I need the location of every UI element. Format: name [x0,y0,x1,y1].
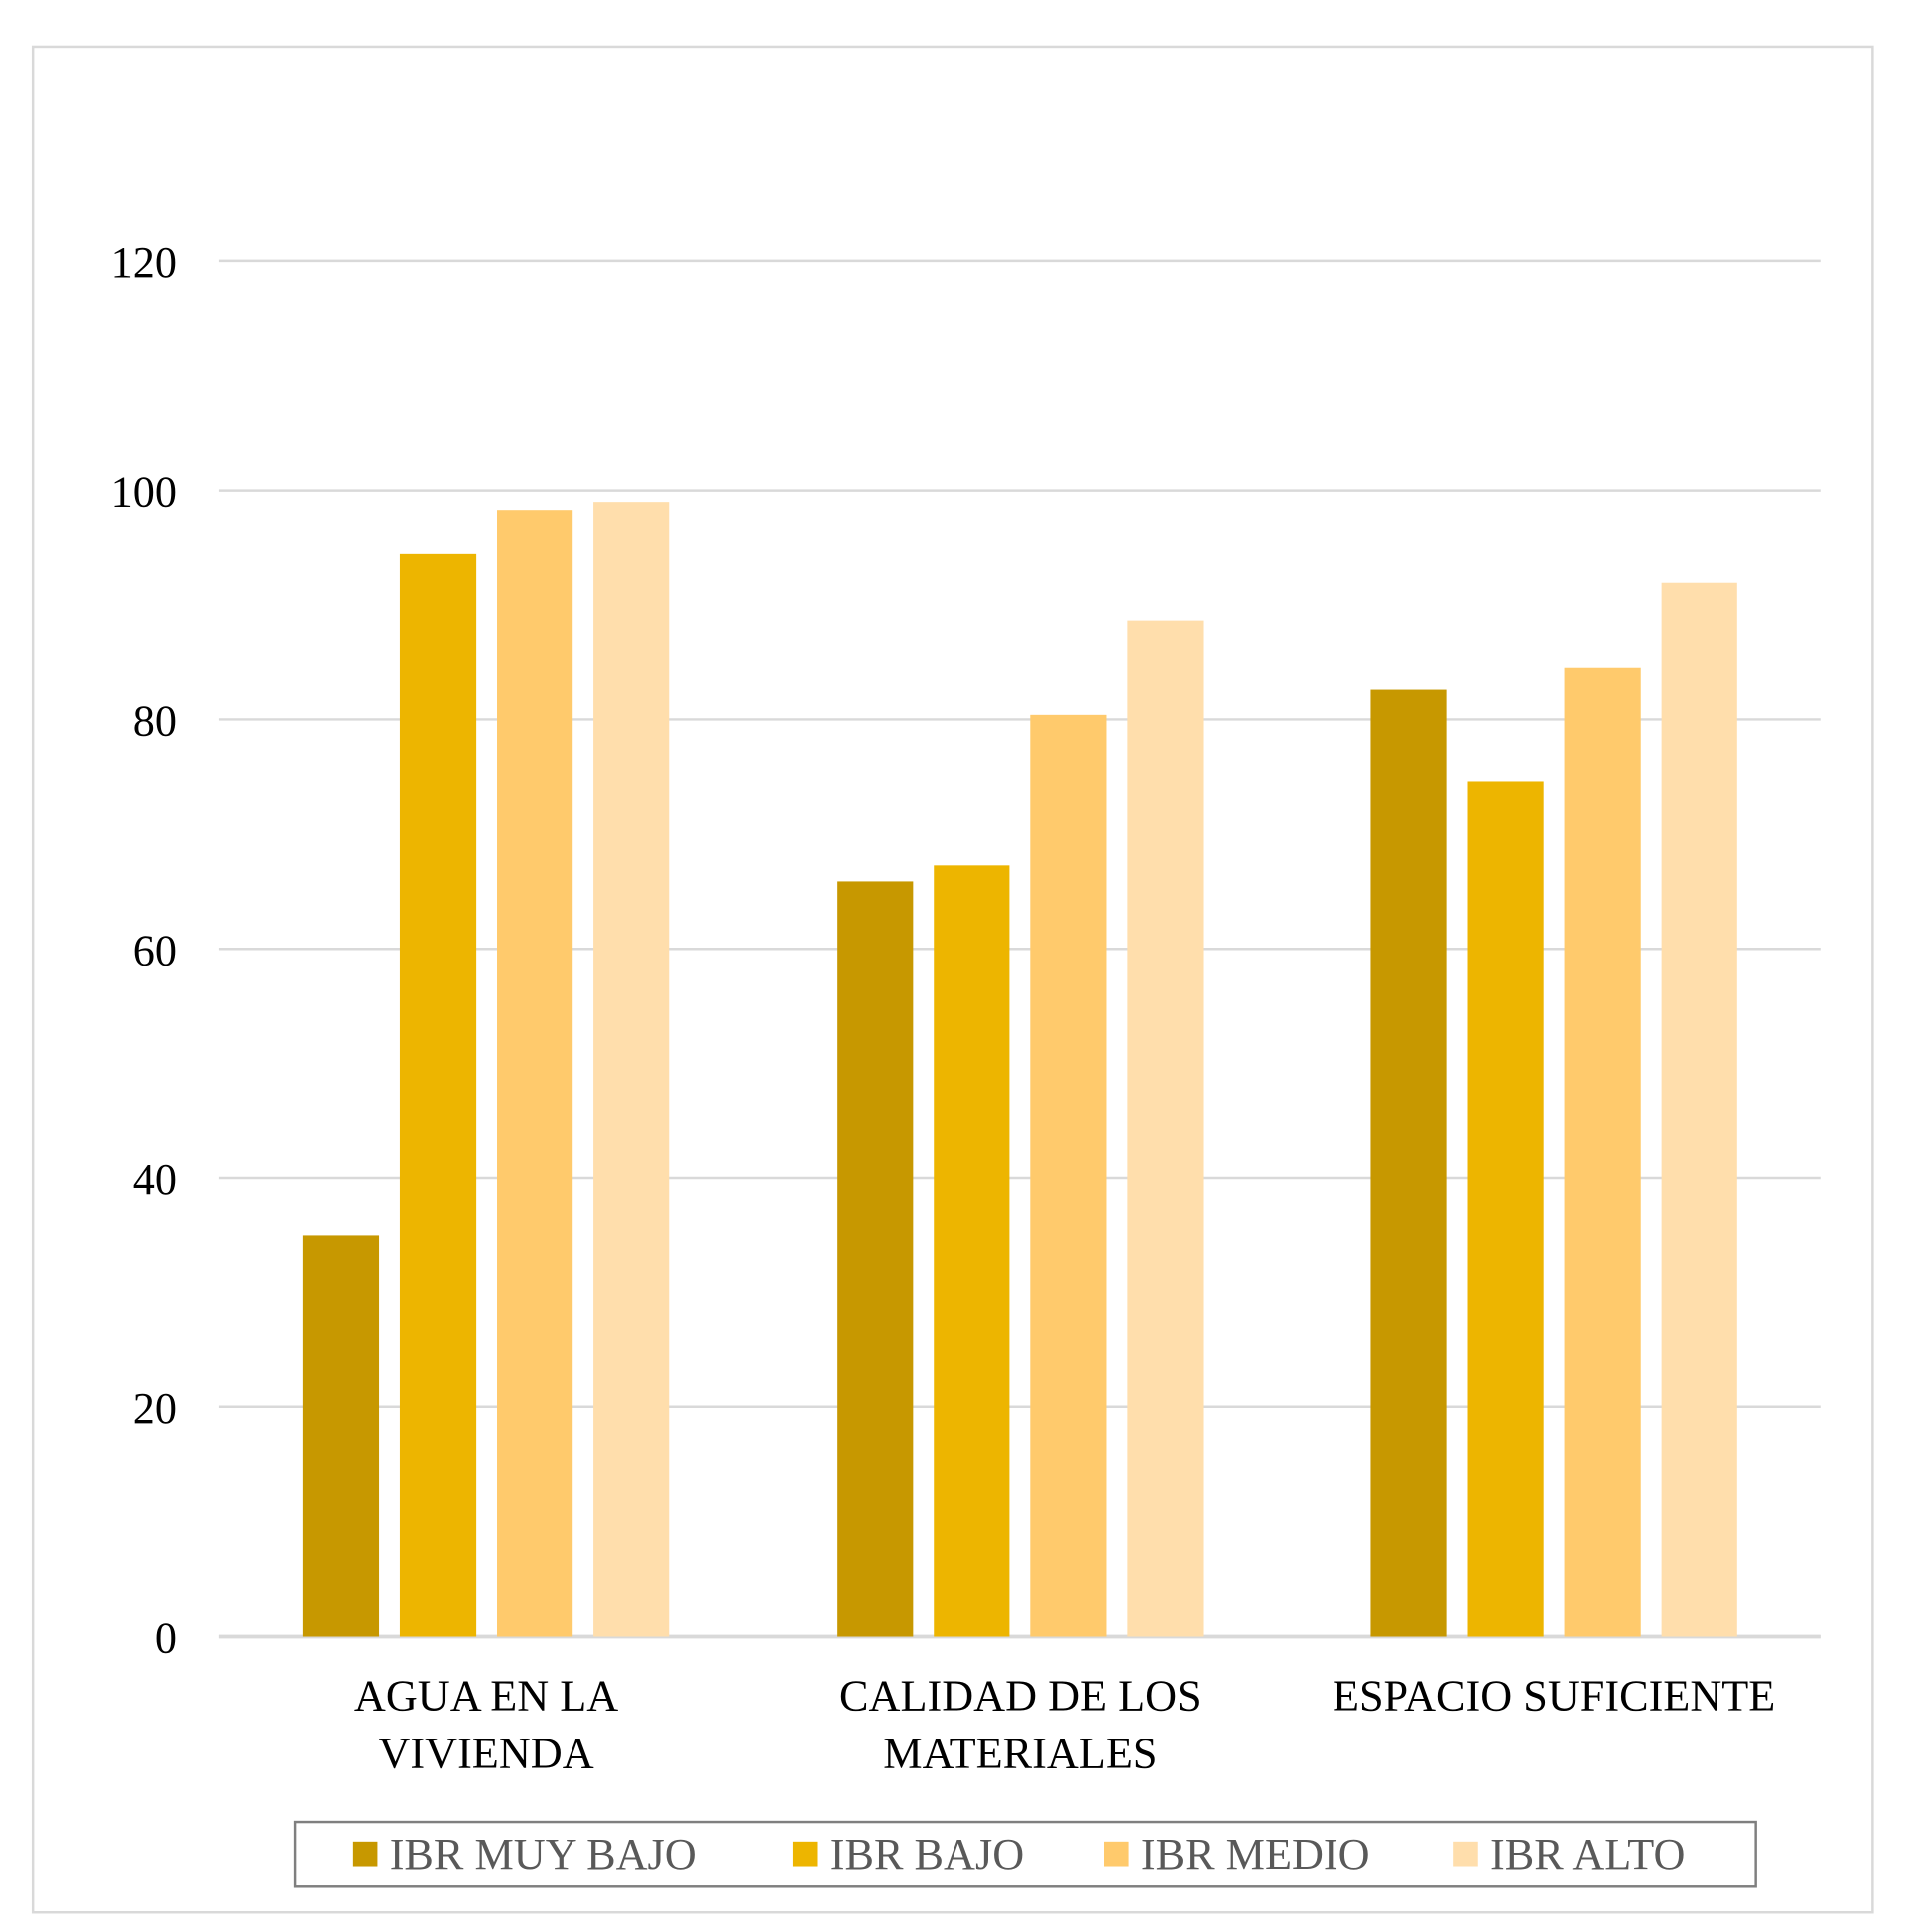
bar [497,510,573,1637]
legend-label: IBR MUY BAJO [390,1829,697,1879]
x-tick-label: ESPACIO SUFICIENTE [1333,1671,1775,1721]
legend-label: IBR MEDIO [1141,1829,1370,1879]
y-tick-label: 120 [111,237,177,287]
bar [302,1235,380,1637]
bar [399,553,477,1637]
x-tick-label: MATERIALES [883,1729,1157,1778]
bar [837,881,914,1637]
y-tick-label: 60 [133,925,177,974]
legend-swatch [1104,1841,1129,1867]
y-tick-label: 20 [133,1383,177,1433]
bar [593,502,670,1637]
legend-box [293,1820,1757,1888]
bar [1467,781,1544,1637]
legend-label: IBR ALTO [1490,1829,1685,1879]
legend-label: IBR BAJO [830,1829,1024,1879]
x-tick-label: AGUA EN LA [354,1671,618,1721]
bar [1564,667,1641,1637]
x-tick-label: VIVIENDA [378,1729,593,1778]
y-tick-label: 100 [111,467,177,517]
y-tick-label: 40 [133,1154,177,1204]
y-tick-label: 80 [133,695,177,745]
bar [1127,620,1204,1637]
legend-swatch [352,1841,378,1867]
x-tick-label: CALIDAD DE LOS [839,1671,1202,1721]
legend-swatch [1453,1841,1478,1867]
legend-swatch [792,1841,818,1867]
bar [1030,714,1107,1637]
bar [1661,582,1737,1637]
y-tick-label: 0 [155,1612,177,1662]
bar [934,865,1010,1637]
bar [1370,689,1447,1637]
